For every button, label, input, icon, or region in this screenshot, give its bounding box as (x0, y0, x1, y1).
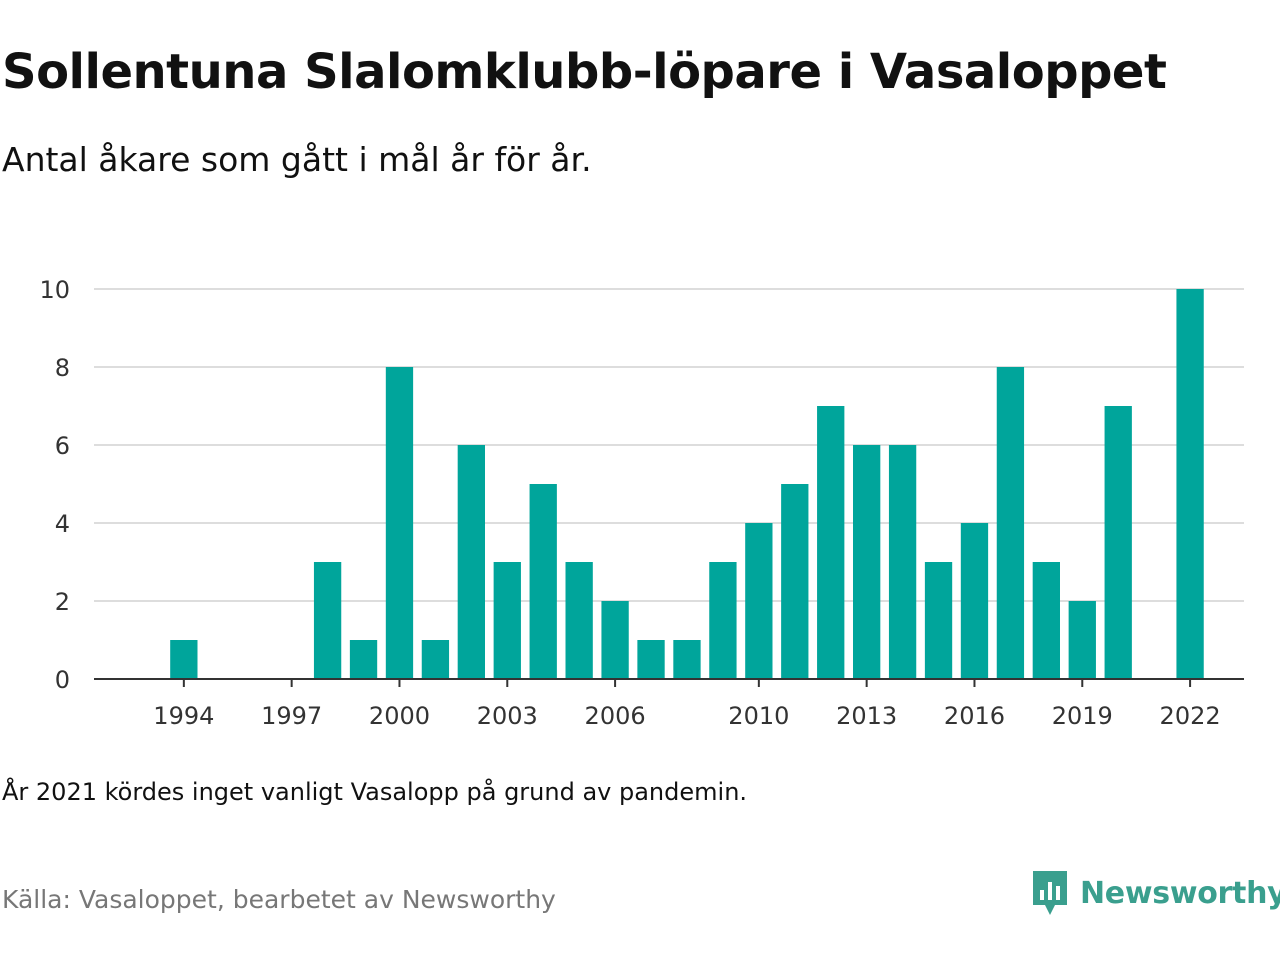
x-tick-label: 2022 (1160, 702, 1221, 730)
x-tick-label: 2013 (836, 702, 897, 730)
bar-2013 (853, 445, 881, 679)
bar-2003 (493, 562, 521, 679)
y-tick-label: 6 (55, 432, 70, 460)
source-text: Källa: Vasaloppet, bearbetet av Newswort… (2, 885, 556, 914)
footnote: År 2021 kördes inget vanligt Vasalopp på… (2, 778, 748, 806)
bar-2001 (421, 640, 450, 679)
x-tick-label: 2006 (585, 702, 646, 730)
bar-2011 (781, 484, 809, 679)
bar-2017 (996, 367, 1025, 679)
y-tick-label: 2 (55, 588, 70, 616)
bar-2005 (565, 562, 593, 679)
brand-logo: Newsworthy (1030, 868, 1280, 918)
y-tick-label: 8 (55, 354, 70, 382)
bar-1994 (170, 640, 198, 679)
bar-2006 (601, 601, 629, 679)
bar-2004 (529, 484, 557, 679)
bar-2000 (385, 367, 414, 679)
bar-2012 (817, 406, 845, 679)
y-tick-label: 0 (55, 666, 70, 694)
bar-2014 (888, 445, 917, 679)
bar-2002 (457, 445, 485, 679)
x-tick-label: 2003 (477, 702, 538, 730)
bar-2016 (960, 523, 989, 679)
bar-2022 (1176, 289, 1204, 679)
y-tick-label: 4 (55, 510, 70, 538)
x-tick-label: 2010 (728, 702, 789, 730)
x-tick-label: 2000 (369, 702, 430, 730)
bar-2020 (1104, 406, 1132, 679)
bar-2019 (1068, 601, 1096, 679)
bar-2009 (709, 562, 737, 679)
y-axis-ticks: 0 2 4 6 8 10 (39, 276, 70, 694)
bars (170, 289, 1204, 679)
bar-1998 (313, 562, 342, 679)
x-tick-label: 2016 (944, 702, 1005, 730)
bar-2015 (924, 562, 953, 679)
bar-2018 (1032, 562, 1060, 679)
chart-subtitle: Antal åkare som gått i mål år för år. (2, 140, 592, 179)
x-tick-label: 1997 (261, 702, 322, 730)
bar-2010 (745, 523, 773, 679)
chart-title: Sollentuna Slalomklubb-löpare i Vasalopp… (2, 44, 1167, 100)
y-tick-label: 10 (39, 276, 70, 304)
gridlines (94, 288, 1244, 602)
x-axis-ticks: 1994 1997 2000 2003 2006 2010 2013 2016 2019 2022 (153, 679, 1221, 730)
bar-2008 (673, 640, 701, 679)
newsworthy-logo-icon (1033, 871, 1067, 915)
x-tick-label: 1994 (153, 702, 214, 730)
bar-1999 (349, 640, 378, 679)
bar-chart: 0 2 4 6 8 10 1994 1997 2000 2003 2006 2010 2013 2016… (39, 276, 1244, 730)
brand-name: Newsworthy (1080, 875, 1280, 911)
x-tick-label: 2019 (1052, 702, 1113, 730)
bar-2007 (637, 640, 665, 679)
